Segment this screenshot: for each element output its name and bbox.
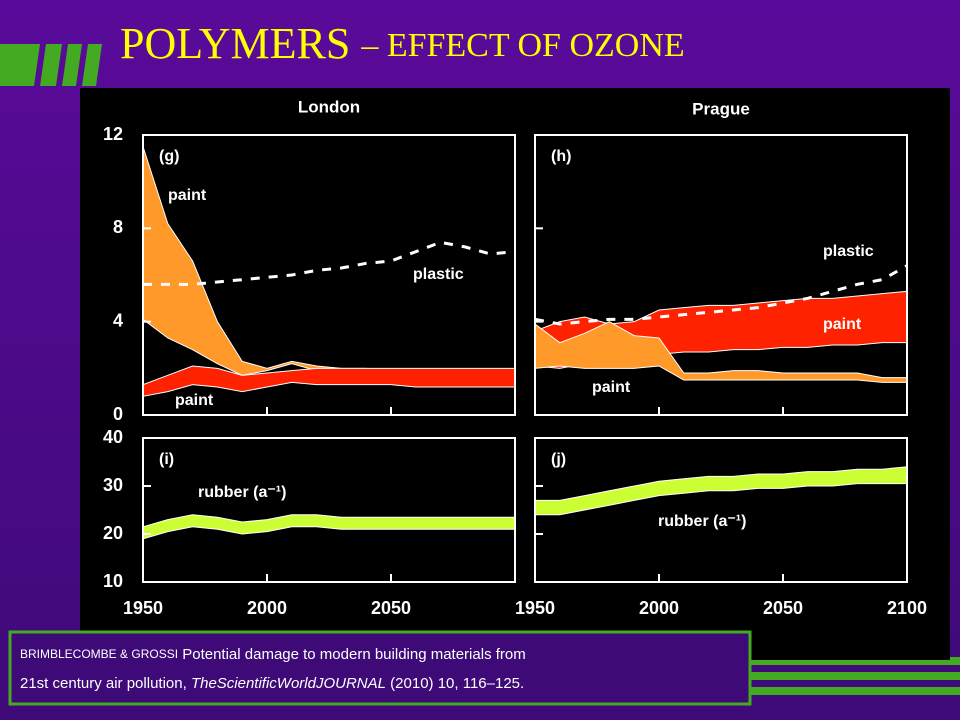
series-label: paint — [592, 379, 631, 396]
panel-title: Prague — [692, 99, 750, 118]
series-label: paint — [175, 392, 214, 409]
title-sub: – EFFECT OF OZONE — [360, 27, 684, 64]
stripes-bottom — [750, 657, 960, 695]
series-label: paint — [168, 187, 207, 204]
y-tick-label: 30 — [103, 475, 123, 495]
line — [143, 240, 516, 286]
x-tick-label: 2000 — [247, 598, 287, 618]
panel-label: (j) — [551, 451, 566, 468]
citation-text2: 21st century air pollution, — [20, 675, 187, 692]
panel-label: (h) — [551, 148, 571, 165]
charts: paint paint plastic (g) London 0 4 8 12 paint pain… — [103, 97, 927, 617]
plot-frame — [534, 134, 908, 416]
x-tick-label: 2000 — [639, 598, 679, 618]
y-tick-label: 0 — [113, 404, 123, 424]
panel-title: London — [298, 97, 360, 116]
series-label: plastic — [413, 266, 464, 283]
plot-frame — [142, 437, 516, 583]
plot-frame — [142, 134, 516, 416]
x-tick-label: 1950 — [515, 598, 555, 618]
panel-label: (g) — [159, 148, 179, 165]
title-main: POLYMERS — [120, 19, 350, 68]
line — [534, 264, 908, 326]
y-tick-label: 4 — [113, 310, 123, 330]
series-label: plastic — [823, 243, 874, 260]
y-tick-label: 20 — [103, 523, 123, 543]
x-tick-label: 2050 — [371, 598, 411, 618]
citation-box — [8, 630, 752, 706]
x-tick-label: 1950 — [123, 598, 163, 618]
citation-text: Potential damage to modern building mate… — [182, 646, 526, 663]
y-tick-label: 12 — [103, 124, 123, 144]
stripes-top — [0, 44, 102, 86]
y-tick-label: 8 — [113, 217, 123, 237]
citation-authors: BRIMBLECOMBE & GROSSI — [20, 647, 178, 661]
x-tick-label: 2050 — [763, 598, 803, 618]
x-tick-label: 2100 — [887, 598, 927, 618]
plot-frame — [534, 437, 908, 583]
panel-label: (i) — [159, 451, 174, 468]
citation-line-1: BRIMBLECOMBE & GROSSI Potential damage t… — [20, 646, 526, 663]
slide-title: POLYMERS – EFFECT OF OZONE — [120, 19, 685, 68]
y-tick-label: 40 — [103, 427, 123, 447]
citation-journal: TheScientificWorldJOURNAL — [191, 675, 386, 692]
citation-line-2: 21st century air pollution, TheScientifi… — [20, 675, 524, 692]
series-label: rubber (a⁻¹) — [658, 513, 746, 530]
series-label: rubber (a⁻¹) — [198, 484, 286, 501]
series-label: paint — [823, 316, 862, 333]
y-tick-label: 10 — [103, 571, 123, 591]
citation-ref: (2010) 10, 116–125. — [390, 675, 524, 692]
